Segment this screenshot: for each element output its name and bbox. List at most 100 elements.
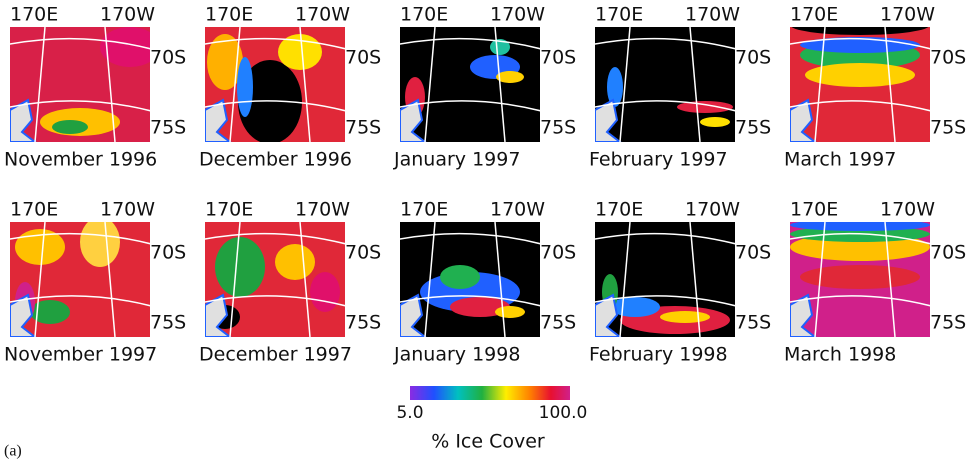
map-panel: 170E 170W 70S 75S January 1998 bbox=[393, 199, 576, 366]
lon-label: 170W bbox=[490, 4, 545, 26]
lon-label: 170E bbox=[400, 199, 448, 221]
colorbar-title: % Ice Cover bbox=[431, 431, 545, 453]
ice-region bbox=[607, 67, 623, 107]
lon-label: 170W bbox=[100, 4, 155, 26]
lon-label: 170E bbox=[205, 199, 253, 221]
latitude-line bbox=[790, 37, 930, 50]
lat-label: 75S bbox=[540, 312, 576, 334]
latitude-line bbox=[595, 100, 735, 112]
lon-label: 170W bbox=[880, 4, 935, 26]
meridian-line bbox=[34, 27, 46, 142]
panel-label: (a) bbox=[4, 443, 22, 460]
panel-caption: December 1997 bbox=[199, 344, 352, 366]
latitude-line bbox=[595, 295, 735, 307]
ice-region bbox=[800, 265, 920, 289]
lon-label: 170W bbox=[685, 199, 740, 221]
coast bbox=[10, 98, 37, 142]
coast bbox=[10, 293, 37, 337]
meridian-line bbox=[689, 27, 701, 142]
lat-label: 75S bbox=[735, 117, 771, 139]
map bbox=[10, 222, 150, 337]
map-panel: 170E 170W 70S 75S December 1996 bbox=[199, 4, 381, 171]
lat-label: 75S bbox=[735, 312, 771, 334]
ice-region bbox=[237, 57, 253, 117]
map-panel: 170E 170W 70S 75S December 1997 bbox=[199, 199, 381, 366]
ice-region bbox=[15, 229, 65, 265]
panel-caption: November 1997 bbox=[4, 344, 157, 366]
coast bbox=[790, 293, 817, 337]
meridian-line bbox=[424, 222, 436, 337]
map bbox=[595, 222, 735, 337]
ice-region bbox=[495, 306, 525, 318]
map bbox=[400, 27, 540, 142]
ice-region bbox=[275, 244, 315, 280]
meridian-line bbox=[299, 27, 311, 142]
latitude-line bbox=[10, 232, 150, 245]
panel-caption: January 1997 bbox=[393, 149, 520, 171]
lon-label: 170E bbox=[595, 199, 643, 221]
latitude-line bbox=[790, 232, 930, 245]
lat-label: 70S bbox=[150, 242, 186, 264]
lat-label: 70S bbox=[735, 242, 771, 264]
lat-label: 75S bbox=[345, 117, 381, 139]
lon-label: 170E bbox=[10, 4, 58, 26]
latitude-line bbox=[790, 295, 930, 307]
map bbox=[10, 27, 150, 142]
panel-caption: February 1997 bbox=[589, 149, 728, 171]
coast bbox=[595, 293, 622, 337]
colorbar bbox=[410, 386, 570, 400]
lat-label: 75S bbox=[930, 312, 966, 334]
meridian-line bbox=[494, 222, 506, 337]
meridian-line bbox=[884, 222, 896, 337]
map bbox=[400, 222, 540, 337]
coast bbox=[205, 98, 232, 142]
map bbox=[790, 27, 930, 142]
map-panel: 170E 170W 70S 75S March 1998 bbox=[784, 199, 966, 366]
lat-label: 75S bbox=[540, 117, 576, 139]
meridian-line bbox=[104, 222, 116, 337]
latitude-line bbox=[595, 232, 735, 245]
map-panel: 170E 170W 70S 75S January 1997 bbox=[393, 4, 576, 171]
map bbox=[790, 222, 930, 337]
map bbox=[595, 27, 735, 142]
latitude-line bbox=[10, 37, 150, 50]
ice-region bbox=[100, 27, 150, 67]
ice-region bbox=[700, 117, 730, 127]
ice-region bbox=[790, 222, 930, 231]
ice-region bbox=[310, 272, 340, 312]
latitude-line bbox=[205, 100, 345, 112]
lon-label: 170E bbox=[10, 199, 58, 221]
map-panel: 170E 170W 70S 75S November 1997 bbox=[4, 199, 186, 366]
lat-label: 70S bbox=[345, 242, 381, 264]
coast bbox=[400, 293, 427, 337]
ice-region bbox=[677, 101, 733, 113]
ice-region bbox=[30, 300, 70, 324]
coast bbox=[205, 293, 232, 337]
lon-label: 170E bbox=[595, 4, 643, 26]
map bbox=[205, 27, 345, 142]
map-panel: 170E 170W 70S 75S March 1997 bbox=[784, 4, 966, 171]
lon-label: 170W bbox=[295, 4, 350, 26]
meridian-line bbox=[104, 27, 116, 142]
colorbar-max: 100.0 bbox=[539, 403, 588, 423]
lat-label: 75S bbox=[150, 117, 186, 139]
latitude-line bbox=[400, 295, 540, 307]
latitude-line bbox=[205, 37, 345, 50]
panel-caption: November 1996 bbox=[4, 149, 157, 171]
ice-region bbox=[278, 34, 322, 70]
meridian-line bbox=[884, 27, 896, 142]
meridian-line bbox=[229, 27, 241, 142]
lon-label: 170E bbox=[790, 4, 838, 26]
lat-label: 75S bbox=[150, 312, 186, 334]
lat-label: 70S bbox=[930, 242, 966, 264]
lat-label: 75S bbox=[345, 312, 381, 334]
lat-label: 75S bbox=[930, 117, 966, 139]
lat-label: 70S bbox=[735, 47, 771, 69]
meridian-line bbox=[229, 222, 241, 337]
meridian-line bbox=[619, 27, 631, 142]
meridian-line bbox=[494, 27, 506, 142]
lat-label: 70S bbox=[345, 47, 381, 69]
panel-caption: March 1997 bbox=[784, 149, 896, 171]
meridian-line bbox=[689, 222, 701, 337]
